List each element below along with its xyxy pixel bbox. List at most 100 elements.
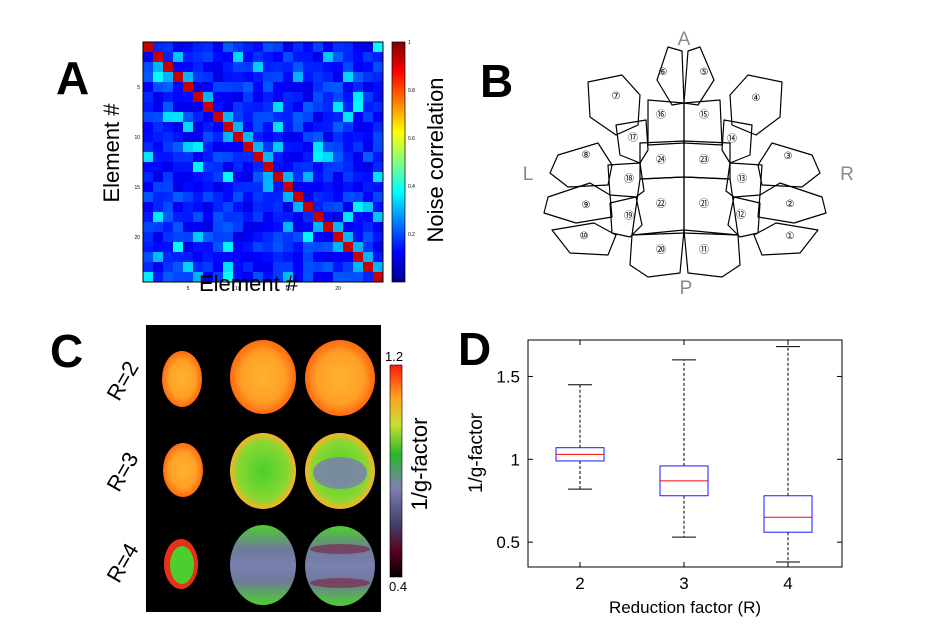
matrix-cell: [313, 212, 324, 223]
matrix-cell: [183, 102, 194, 113]
matrix-cell: [303, 202, 314, 213]
row-label-r4: R=4: [101, 538, 144, 587]
matrix-cell: [213, 72, 224, 83]
gfactor-map-r2-slice1: [162, 351, 202, 407]
matrix-cell: [263, 272, 274, 283]
matrix-cell: [323, 212, 334, 223]
matrix-cell: [333, 172, 344, 183]
matrix-cell: [303, 242, 314, 253]
matrix-cell: [333, 142, 344, 153]
matrix-cell: [323, 112, 334, 123]
matrix-cell: [193, 62, 204, 73]
matrix-cell: [363, 212, 374, 223]
matrix-cell: [173, 142, 184, 153]
matrix-cell: [143, 212, 154, 223]
matrix-cell: [203, 42, 214, 53]
matrix-cell: [293, 42, 304, 53]
matrix-cell: [363, 122, 374, 133]
matrix-cell: [323, 72, 334, 83]
row-label-r3: R=3: [101, 447, 144, 496]
matrix-cell: [353, 182, 364, 193]
matrix-cell: [343, 162, 354, 173]
matrix-cell: [223, 92, 234, 103]
matrix-cell: [343, 132, 354, 143]
matrix-cell: [143, 52, 154, 63]
matrix-cell: [343, 62, 354, 73]
matrix-cell: [373, 132, 384, 143]
matrix-cell: [293, 152, 304, 163]
matrix-cell: [333, 92, 344, 103]
matrix-cell: [253, 252, 264, 263]
matrix-cell: [243, 72, 254, 83]
matrix-cell: [313, 82, 324, 93]
matrix-cell: [173, 212, 184, 223]
matrix-cell: [233, 42, 244, 53]
matrix-cell: [303, 152, 314, 163]
coil-element-18: [607, 162, 645, 198]
matrix-cell: [233, 72, 244, 83]
noise-correlation-colorbar: [391, 41, 406, 283]
matrix-cell: [263, 142, 274, 153]
matrix-cell: [303, 42, 314, 53]
matrix-cell: [353, 72, 364, 83]
matrix-cell: [163, 232, 174, 243]
matrix-cell: [273, 232, 284, 243]
matrix-cell: [233, 92, 244, 103]
coil-element-1: [753, 222, 819, 256]
matrix-cell: [353, 202, 364, 213]
matrix-cell: [303, 102, 314, 113]
matrix-cell: [363, 132, 374, 143]
matrix-cell: [163, 182, 174, 193]
matrix-cell: [323, 152, 334, 163]
matrix-cell: [283, 252, 294, 263]
matrix-cell: [183, 122, 194, 133]
matrix-cell: [333, 262, 344, 273]
matrix-cell: [253, 92, 264, 103]
matrix-cell: [213, 152, 224, 163]
matrix-cell: [243, 202, 254, 213]
matrix-y-tick: 20: [134, 235, 140, 241]
coil-element-3: [757, 142, 821, 188]
matrix-cell: [163, 222, 174, 233]
matrix-cell: [163, 42, 174, 53]
matrix-cell: [183, 182, 194, 193]
matrix-cell: [153, 72, 164, 83]
matrix-cell: [183, 272, 194, 283]
matrix-cell: [163, 72, 174, 83]
matrix-cell: [313, 272, 324, 283]
matrix-cell: [293, 232, 304, 243]
matrix-cell: [233, 52, 244, 63]
matrix-cell: [223, 272, 234, 283]
matrix-cell: [283, 172, 294, 183]
matrix-cell: [363, 272, 374, 283]
matrix-cell: [373, 212, 384, 223]
colorbar-tick: 0.8: [408, 88, 415, 94]
coil-element-9: [543, 182, 613, 224]
matrix-cell: [353, 92, 364, 103]
matrix-cell: [233, 262, 244, 273]
matrix-cell: [373, 122, 384, 133]
matrix-cell: [353, 192, 364, 203]
matrix-cell: [203, 112, 214, 123]
matrix-cell: [333, 202, 344, 213]
box-iqr: [763, 495, 813, 533]
matrix-cell: [293, 272, 304, 283]
matrix-cell: [273, 92, 284, 103]
matrix-cell: [343, 52, 354, 63]
matrix-cell: [373, 52, 384, 63]
coil-element-label: ⑧: [582, 150, 591, 161]
matrix-cell: [163, 62, 174, 73]
matrix-cell: [263, 62, 274, 73]
matrix-cell: [283, 242, 294, 253]
matrix-cell: [273, 242, 284, 253]
matrix-cell: [363, 42, 374, 53]
matrix-cell: [253, 202, 264, 213]
matrix-cell: [173, 52, 184, 63]
matrix-cell: [323, 92, 334, 103]
matrix-cell: [343, 212, 354, 223]
coil-element-12: [727, 196, 761, 238]
matrix-cell: [243, 262, 254, 273]
matrix-cell: [183, 252, 194, 263]
panel-letter-c: C: [50, 325, 84, 377]
matrix-cell: [253, 262, 264, 273]
